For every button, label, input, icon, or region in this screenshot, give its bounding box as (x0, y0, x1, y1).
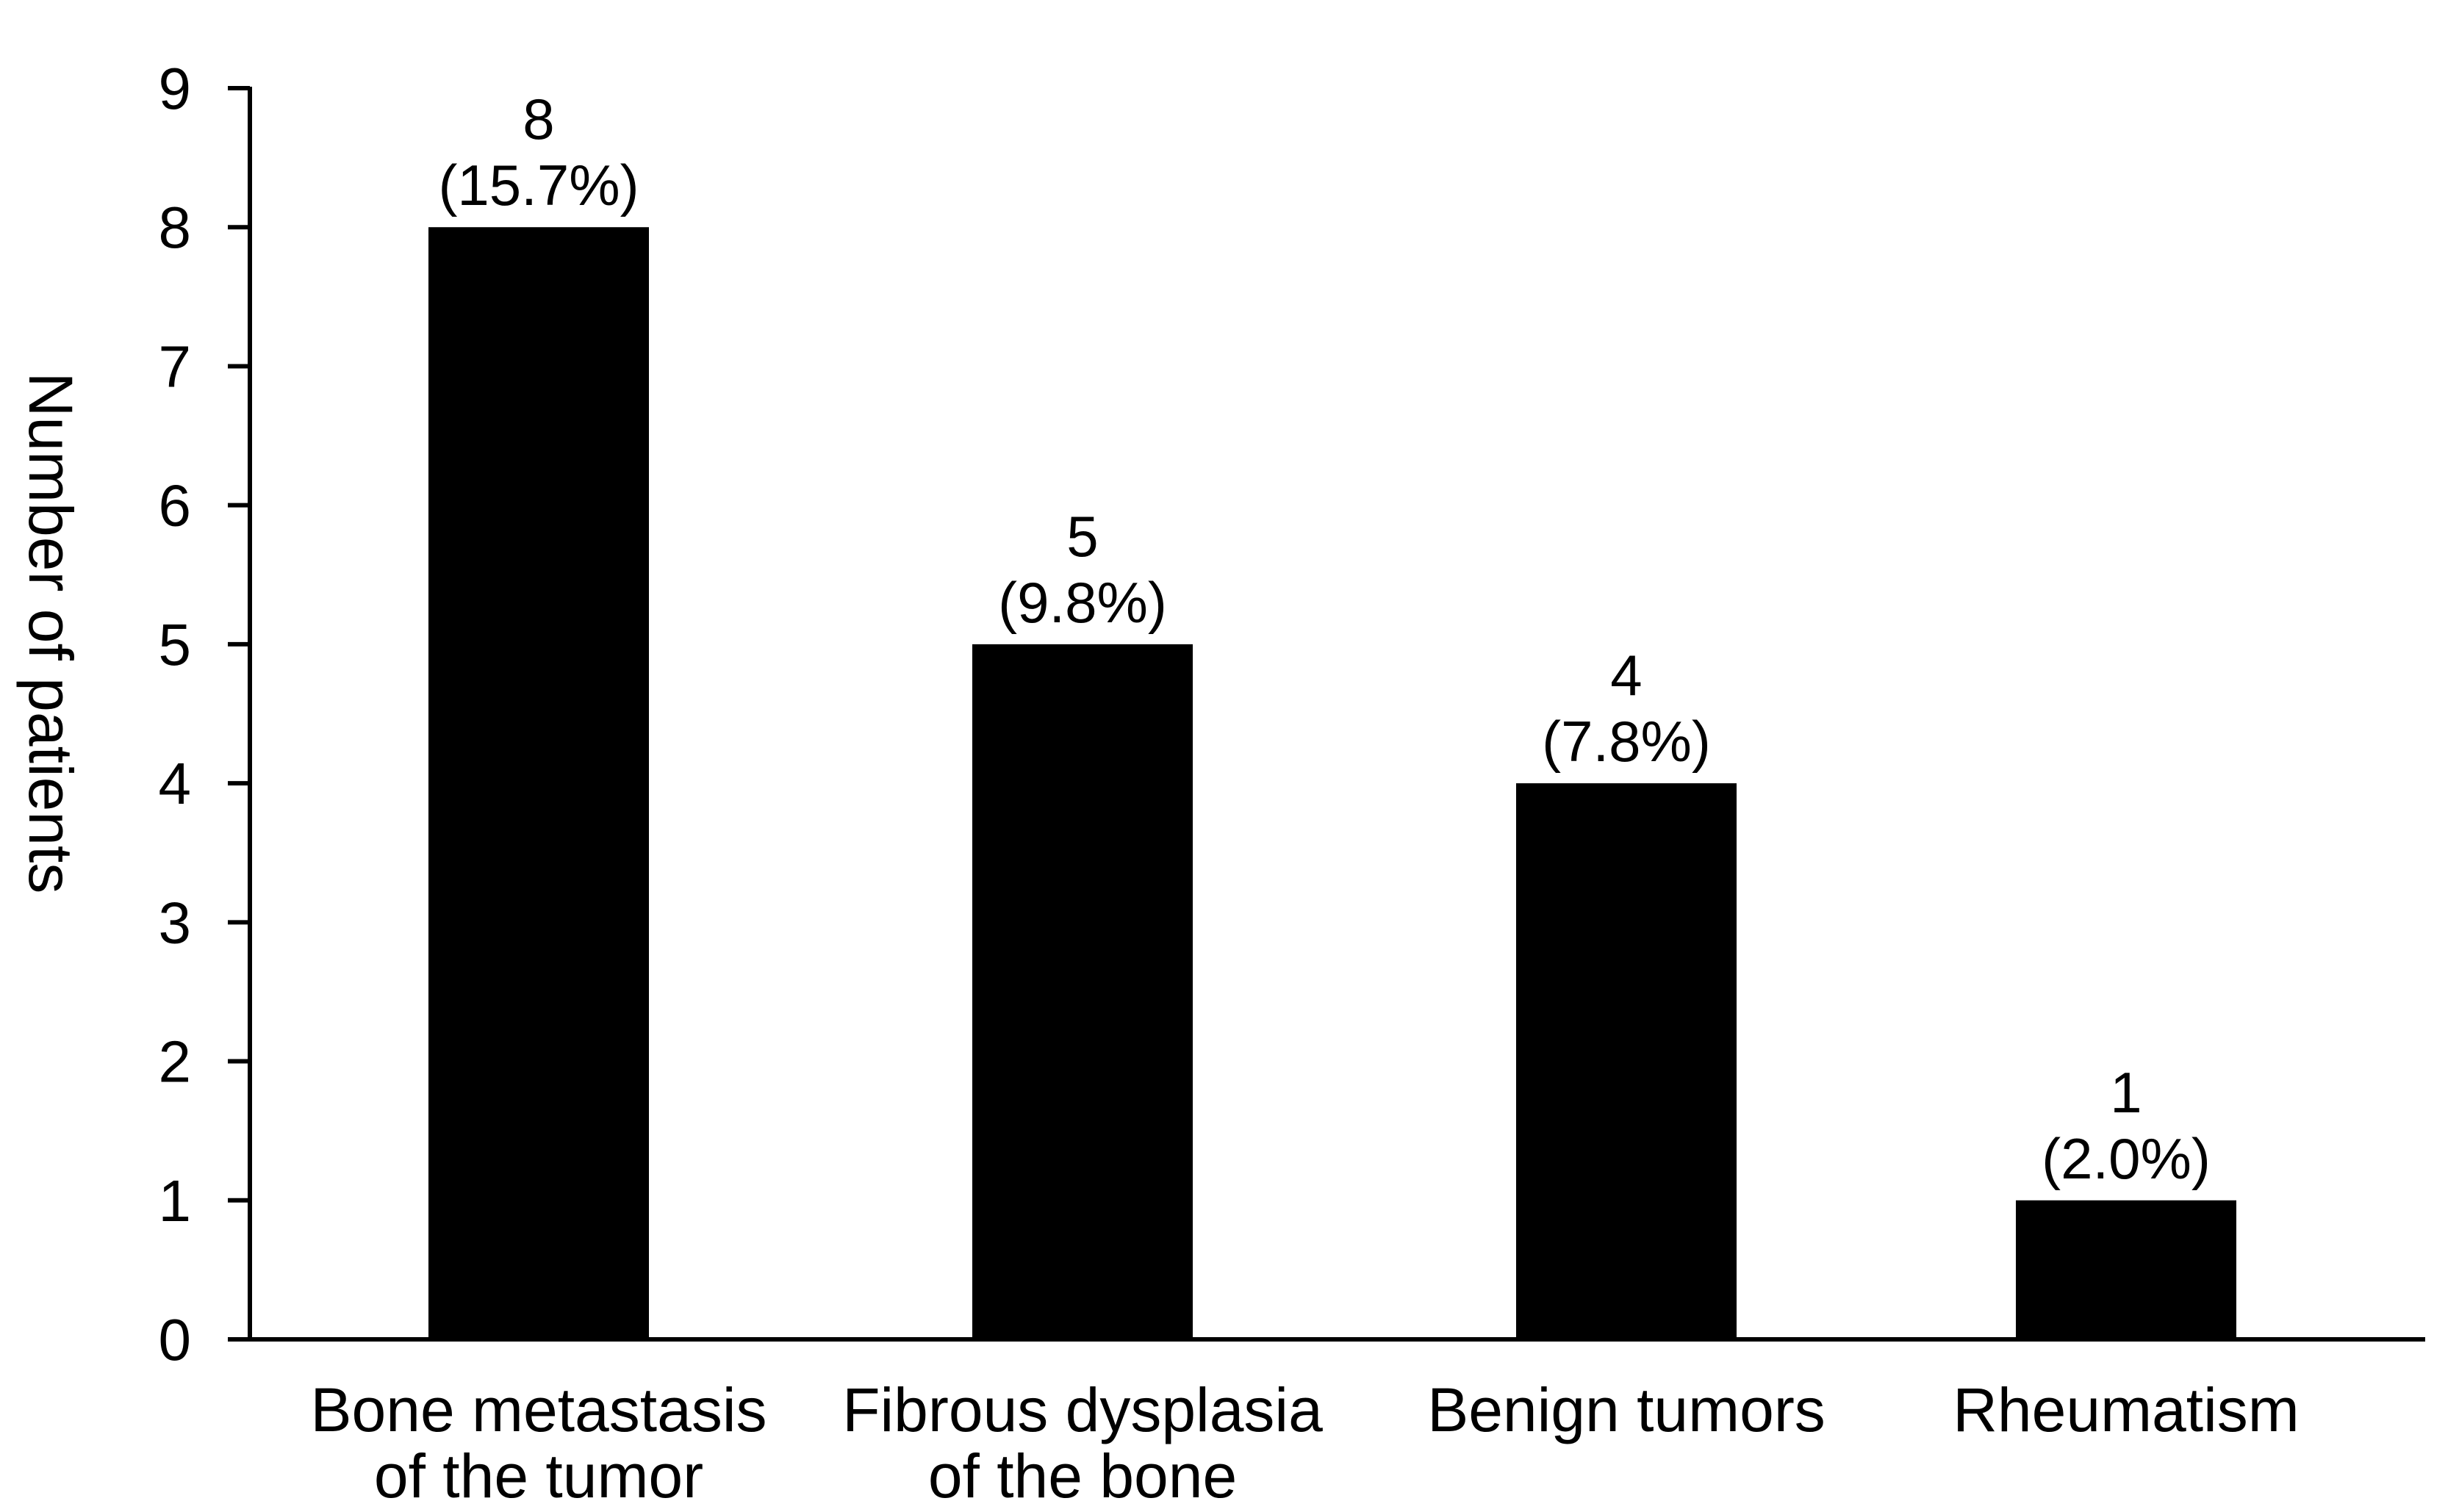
y-tick-label: 6 (159, 473, 192, 539)
x-category-label-line: Benign tumors (1427, 1375, 1826, 1444)
data-labels: 8 (15.7%) 5 (9.8%) 4 (7.8%) 1 (2.0%) (438, 87, 2210, 1191)
y-tick-label: 0 (159, 1307, 192, 1372)
y-axis-title: Number of patients (16, 372, 85, 894)
data-label-percent: (15.7%) (438, 153, 639, 217)
data-label-percent: (7.8%) (1542, 709, 1711, 774)
y-tick-label: 1 (159, 1168, 192, 1234)
x-category-label-line: of the bone (928, 1441, 1237, 1508)
data-label: 1 (2.0%) (2042, 1060, 2211, 1191)
x-category-label: Fibrous dysplasia of the bone (842, 1375, 1323, 1508)
y-tick-label: 5 (159, 612, 192, 677)
y-tick-label: 8 (159, 195, 192, 260)
bar (972, 644, 1193, 1339)
y-tick-label: 7 (159, 334, 192, 399)
x-category-label-line: Bone metastasis (311, 1375, 767, 1444)
data-label-percent: (2.0%) (2042, 1126, 2211, 1191)
bar (1516, 783, 1737, 1339)
bar (2016, 1200, 2236, 1339)
y-tick-label: 9 (159, 56, 192, 121)
x-category-label-line: Rheumatism (1953, 1375, 2299, 1444)
y-ticks: 0 1 2 3 4 5 6 7 8 9 (159, 56, 250, 1372)
data-label: 5 (9.8%) (998, 504, 1167, 635)
data-label: 8 (15.7%) (438, 87, 639, 217)
x-category-label: Bone metastasis of the tumor (311, 1375, 767, 1508)
data-label-count: 1 (2110, 1060, 2142, 1125)
data-label-count: 8 (523, 87, 554, 151)
bars (428, 227, 2236, 1340)
x-category-label-line: of the tumor (374, 1441, 703, 1508)
data-label-count: 5 (1066, 504, 1098, 569)
y-tick-label: 4 (159, 751, 192, 816)
x-category-label: Rheumatism (1953, 1375, 2299, 1444)
data-label-count: 4 (1610, 643, 1642, 708)
data-label: 4 (7.8%) (1542, 643, 1711, 774)
x-category-label: Benign tumors (1427, 1375, 1826, 1444)
bar (428, 227, 649, 1340)
data-label-percent: (9.8%) (998, 570, 1167, 635)
y-tick-label: 3 (159, 890, 192, 955)
y-tick-label: 2 (159, 1029, 192, 1095)
category-labels: Bone metastasis of the tumor Fibrous dyspl… (311, 1375, 2300, 1511)
x-category-label-line: Fibrous dysplasia (842, 1375, 1323, 1444)
